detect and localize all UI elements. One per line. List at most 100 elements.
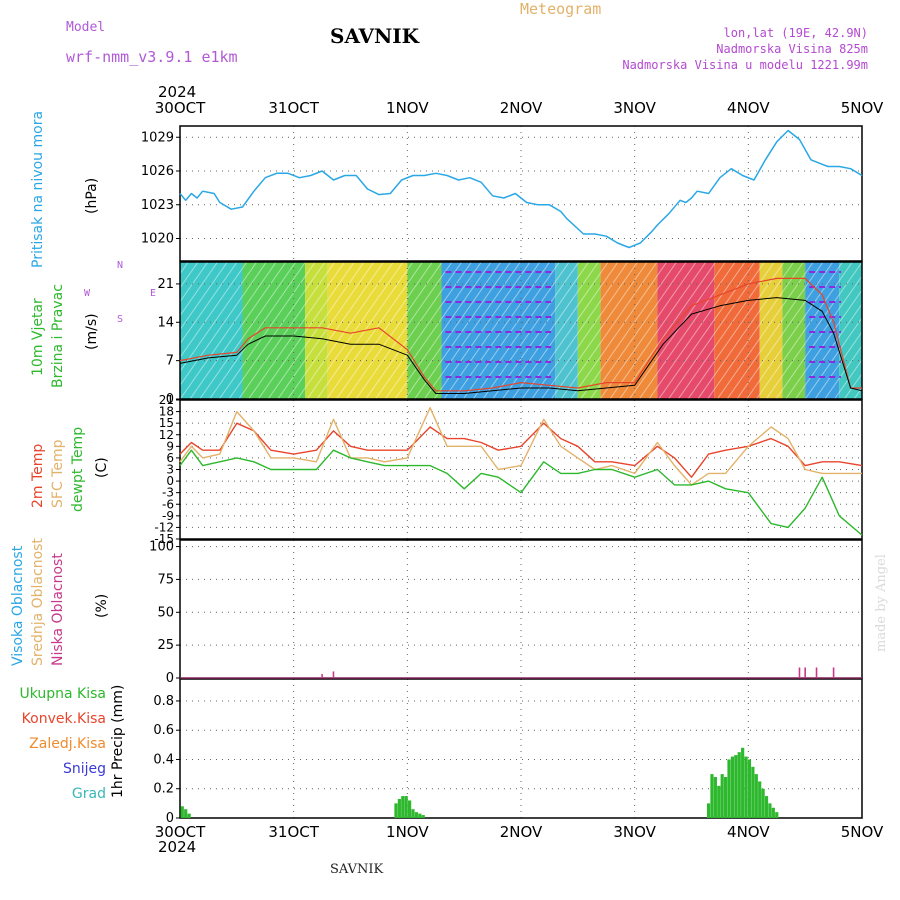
cloud-bar (332, 671, 335, 678)
wind-ytick: 21 (157, 277, 174, 292)
date-label: 2NOV (499, 99, 543, 117)
date-label: 3NOV (613, 823, 656, 841)
precip-bar (401, 796, 405, 818)
precip-bar (414, 812, 419, 818)
precip-bar (394, 803, 398, 818)
cloud-ytick: 0 (166, 671, 174, 686)
precip-ytick: 0 (166, 811, 174, 826)
precip-bar (710, 774, 714, 818)
precip-bar (737, 752, 741, 818)
precip-ytick: 0.6 (153, 723, 174, 738)
temperature-ytick: -6 (162, 497, 174, 511)
precip-bar (397, 798, 401, 818)
date-label: 1NOV (386, 99, 429, 117)
precip-bar (744, 756, 748, 818)
cloud-frame (179, 539, 863, 679)
legend-ukupna: Ukupna Kisa (19, 686, 106, 702)
model-name: wrf-nmm_v3.9.1 e1km (66, 48, 238, 66)
temperature-ytick: -9 (162, 509, 174, 523)
compass-e: E (150, 288, 157, 299)
precip-bar (720, 774, 724, 818)
model-altitude: Nadmorska Visina u modelu 1221.99m (622, 58, 868, 72)
temp-line-1 (179, 407, 862, 486)
cloud-bar (798, 667, 801, 678)
precip-bar (754, 774, 758, 818)
precip-bar (771, 807, 775, 818)
temperature-ytick: 6 (166, 451, 174, 465)
legend-snijeg: Snijeg (62, 761, 106, 777)
cloud-ytick: 100 (149, 540, 174, 555)
precip-bar (764, 796, 769, 818)
pressure-ytick: 1026 (141, 164, 174, 179)
precip-bar (184, 809, 188, 818)
date-label: 4NOV (727, 823, 770, 841)
cloud-ytick: 50 (157, 605, 174, 620)
temperature-ytick: 15 (159, 416, 174, 430)
date-label: 31OCT (268, 99, 319, 117)
temperature-ytick: 3 (166, 463, 174, 477)
compass-w: W (84, 288, 91, 299)
legend-grad: Grad (71, 786, 106, 802)
wind-hatch (180, 262, 862, 399)
temperature-ytick: 18 (159, 405, 174, 419)
date-label: 2NOV (499, 823, 543, 841)
precip-frame (179, 678, 863, 819)
precip-ytick: 0.8 (153, 694, 174, 709)
precip-bar (408, 800, 412, 818)
precip-ytick: 0.2 (153, 782, 174, 797)
footer-station: SAVNIK (330, 862, 384, 877)
precip-ytick: 0.4 (153, 752, 174, 767)
precip-bar (421, 815, 425, 818)
pressure-ytick: 1029 (141, 130, 174, 145)
precip-bar (727, 759, 731, 818)
pressure-line (179, 129, 863, 249)
cloud-bar (804, 667, 806, 678)
wind-ytick: 0 (166, 392, 174, 407)
station-title: SAVNIK (330, 24, 420, 48)
date-label: 1NOV (386, 823, 429, 841)
date-label: 30OCT (154, 99, 206, 117)
temp-line-2 (179, 449, 863, 536)
pressure-ytick: 1023 (141, 198, 174, 213)
wind-gust-line (179, 277, 862, 392)
model-label: Model (66, 20, 106, 35)
temperature-ytick: 12 (159, 428, 174, 442)
temperature-ytick: -15 (154, 532, 174, 546)
precip-bar (187, 813, 191, 818)
cloud-ytick: 75 (157, 572, 174, 587)
precip-bar (751, 766, 755, 818)
legend-konvek: Konvek.Kisa (21, 711, 106, 727)
cloud-bar (321, 674, 323, 678)
precip-bar (706, 803, 711, 818)
lonlat: lon,lat (19E, 42.9N) (723, 26, 869, 40)
cloud-bar (832, 667, 835, 678)
date-label: 4NOV (727, 99, 770, 117)
precip-bar (411, 809, 415, 818)
precip-bar (761, 788, 765, 818)
compass-s: S (117, 314, 124, 325)
precip-bar (724, 777, 728, 818)
precip-bar (758, 781, 762, 818)
precip-bar (775, 812, 779, 818)
cloud-bar (815, 667, 818, 678)
precip-bar (747, 759, 752, 818)
pressure-ytick: 1020 (141, 232, 174, 247)
temperature-ytick: 21 (159, 393, 174, 407)
year-bottom: 2024 (158, 838, 197, 856)
precip-bar (713, 777, 717, 818)
date-label: 3NOV (613, 99, 656, 117)
temperature-ytick: -3 (162, 486, 174, 500)
temperature-ytick: -12 (154, 520, 174, 534)
wind-ytick: 7 (166, 354, 174, 369)
legend-zaledj: Zaledj.Kisa (29, 736, 106, 752)
year-top: 2024 (158, 83, 197, 101)
precip-bar (717, 785, 721, 818)
precip-bar (730, 756, 735, 818)
date-label: 30OCT (154, 823, 206, 841)
cloud-ytick: 25 (157, 638, 174, 653)
date-label: 5NOV (840, 823, 884, 841)
compass-n: N (117, 260, 124, 271)
chart-kind: Meteogram (520, 0, 602, 18)
date-label: 5NOV (840, 99, 884, 117)
